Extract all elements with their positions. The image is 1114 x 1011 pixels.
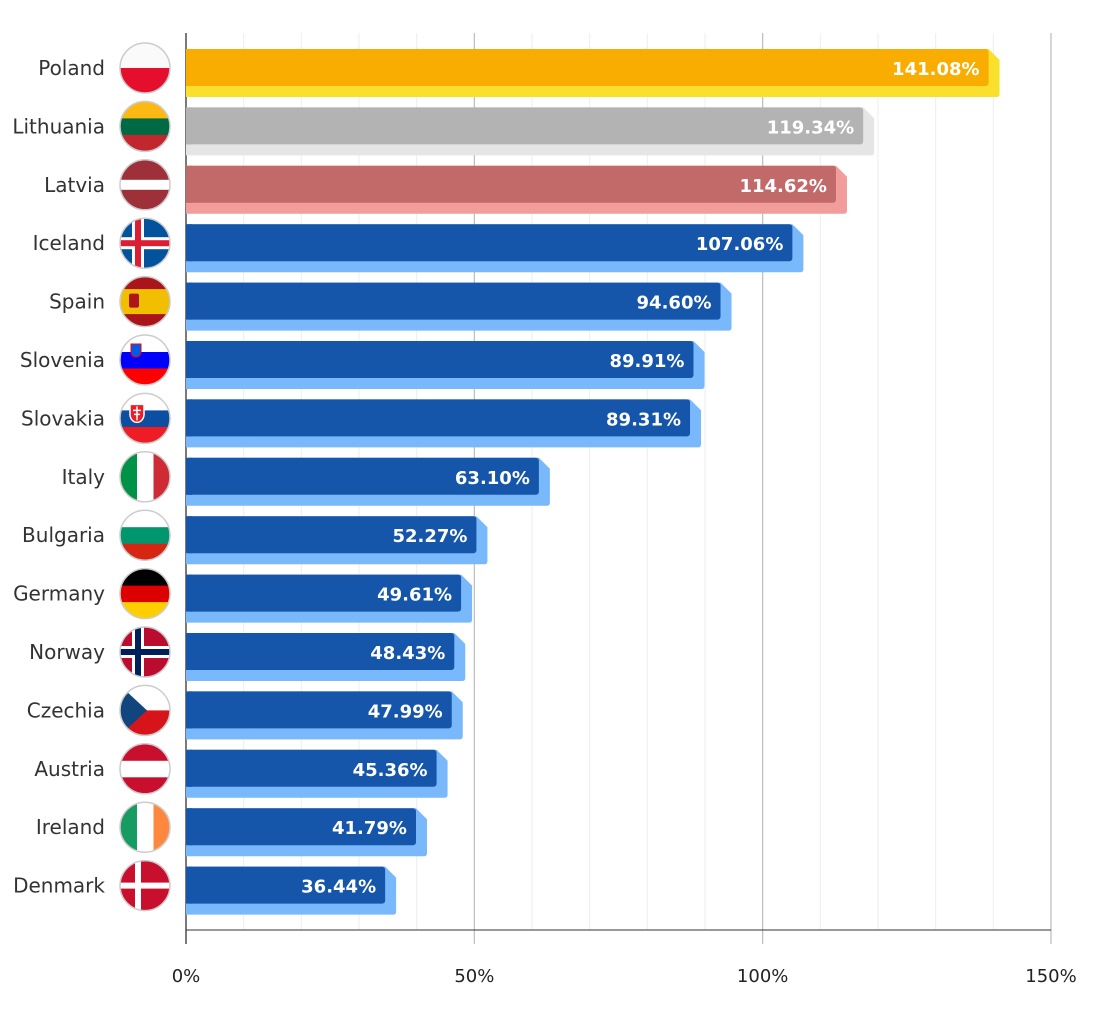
bar-row-norway: 48.43% Norway	[29, 626, 466, 681]
x-tick-label: 0%	[172, 966, 201, 987]
austria-flag-icon	[119, 743, 171, 795]
slovenia-flag-icon	[119, 334, 171, 386]
bar-value-label: 114.62%	[739, 176, 827, 197]
iceland-flag-icon	[119, 217, 171, 269]
category-label: Lithuania	[12, 114, 105, 138]
category-label: Denmark	[13, 874, 105, 898]
bar-row-latvia: 114.62% Latvia	[44, 159, 847, 214]
bar-row-germany: 49.61% Germany	[13, 567, 473, 623]
bar	[186, 691, 452, 729]
bar-row-slovakia: 89.31% Slovakia	[21, 392, 702, 448]
spain-flag-icon	[119, 275, 171, 328]
bar	[186, 165, 836, 203]
bar-value-label: 89.91%	[609, 351, 684, 372]
category-label: Austria	[34, 757, 105, 781]
bar	[186, 282, 721, 320]
bar-value-label: 45.36%	[353, 760, 428, 781]
bar	[186, 749, 437, 787]
denmark-flag-icon	[119, 859, 171, 912]
bar	[186, 457, 539, 495]
x-tick-label: 100%	[737, 966, 788, 987]
slovakia-flag-icon	[119, 392, 171, 445]
bar-value-label: 41.79%	[332, 818, 407, 839]
category-label: Norway	[29, 640, 105, 664]
bar-row-denmark: 36.44% Denmark	[13, 859, 397, 915]
bulgaria-flag-icon	[119, 509, 171, 561]
bar-row-iceland: 107.06% Iceland	[33, 217, 804, 273]
bar	[186, 574, 462, 612]
poland-flag-icon	[119, 42, 171, 94]
norway-flag-icon	[119, 626, 171, 678]
bar-value-label: 141.08%	[892, 59, 980, 80]
bar-value-label: 89.31%	[606, 409, 681, 430]
bar	[186, 49, 989, 86]
category-label: Italy	[62, 465, 106, 489]
bar-value-label: 63.10%	[455, 468, 530, 489]
bar	[186, 516, 477, 554]
category-label: Ireland	[36, 815, 105, 839]
lithuania-flag-icon	[119, 100, 171, 153]
bar	[186, 866, 386, 904]
ireland-flag-icon	[119, 801, 171, 853]
bar	[186, 341, 694, 378]
italy-flag-icon	[119, 451, 171, 503]
bar-value-label: 48.43%	[370, 643, 445, 664]
bar-row-italy: 63.10% Italy	[62, 451, 550, 506]
category-label: Iceland	[33, 231, 105, 255]
category-label: Germany	[13, 582, 105, 606]
category-label: Czechia	[27, 698, 105, 722]
category-label: Poland	[38, 56, 105, 80]
bar-value-label: 119.34%	[767, 117, 855, 138]
bar-value-label: 49.61%	[377, 585, 452, 606]
bar	[186, 399, 691, 437]
category-label: Slovakia	[21, 406, 105, 430]
bar-row-slovenia: 89.91% Slovenia	[20, 334, 705, 389]
bar-value-label: 52.27%	[392, 526, 467, 547]
x-tick-label: 50%	[454, 966, 494, 987]
x-tick-label: 150%	[1025, 966, 1076, 987]
bar-row-lithuania: 119.34% Lithuania	[12, 100, 875, 156]
bar	[186, 808, 416, 846]
category-label: Spain	[49, 290, 105, 314]
category-label: Bulgaria	[22, 523, 105, 547]
category-label: Slovenia	[20, 348, 105, 372]
bar-row-poland: 141.08% Poland	[38, 42, 1000, 97]
bar-value-label: 94.60%	[637, 293, 712, 314]
bar-row-czechia: 47.99% Czechia	[27, 684, 463, 740]
bar-row-ireland: 41.79% Ireland	[36, 801, 427, 857]
bar-value-label: 36.44%	[301, 877, 376, 898]
bar-row-spain: 94.60% Spain	[49, 275, 732, 331]
bar	[186, 107, 864, 145]
bar-value-label: 107.06%	[696, 234, 784, 255]
category-label: Latvia	[44, 173, 105, 197]
bar	[186, 224, 793, 262]
czechia-flag-icon	[119, 684, 171, 737]
bar	[186, 633, 455, 670]
bar-value-label: 47.99%	[368, 701, 443, 722]
bar-row-bulgaria: 52.27% Bulgaria	[22, 509, 488, 565]
latvia-flag-icon	[119, 159, 171, 211]
germany-flag-icon	[119, 567, 171, 620]
bar-row-austria: 45.36% Austria	[34, 743, 448, 798]
